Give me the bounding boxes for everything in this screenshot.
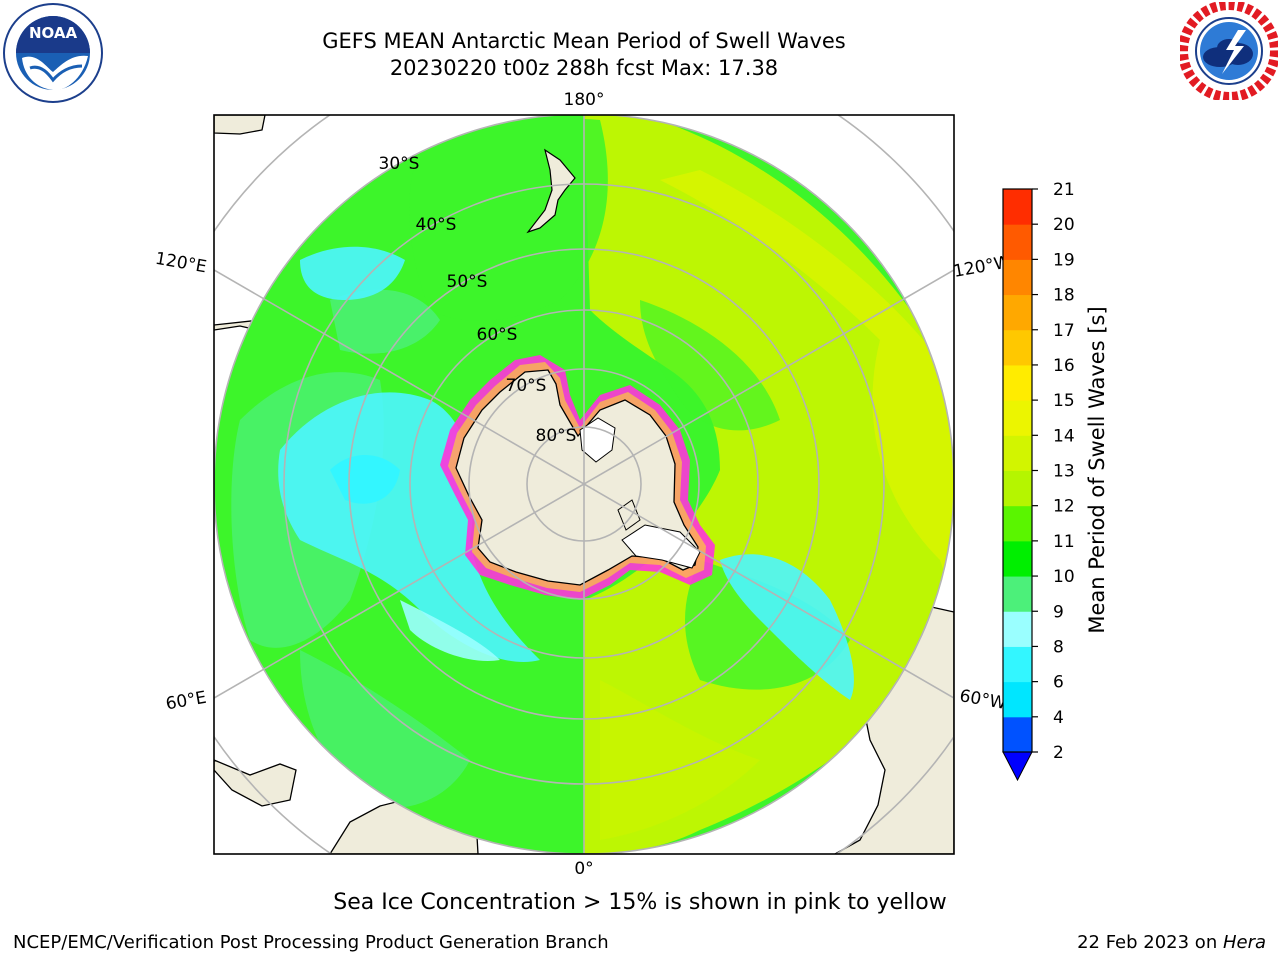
host-name: Hera <box>1222 932 1266 953</box>
colorbar-tick-label: 15 <box>1053 391 1075 411</box>
lat-label-50s: 50°S <box>447 272 488 292</box>
colorbar-segment <box>1003 189 1032 225</box>
colorbar-segment <box>1003 505 1032 542</box>
colorbar-tick-label: 13 <box>1053 462 1075 482</box>
graticule <box>214 115 954 854</box>
lon-label-60w: 60°W <box>958 686 1008 714</box>
colorbar-segment <box>1003 329 1032 366</box>
colorbar-tick-label: 18 <box>1053 286 1075 306</box>
colorbar-tick-label: 12 <box>1053 497 1075 517</box>
colorbar-tick-label: 8 <box>1053 637 1064 657</box>
colorbar-segment <box>1003 611 1032 647</box>
lat-label-70s: 70°S <box>506 376 547 396</box>
lat-label-60s: 60°S <box>477 325 518 345</box>
colorbar-segment <box>1003 470 1032 507</box>
colorbar-segment <box>1003 400 1032 436</box>
sea-ice-note: Sea Ice Concentration > 15% is shown in … <box>333 890 947 915</box>
colorbar-tick-label: 6 <box>1053 673 1064 693</box>
colorbar-segment <box>1003 259 1032 296</box>
colorbar-tick-label: 21 <box>1053 180 1075 200</box>
colorbar-tick-label: 14 <box>1053 426 1075 446</box>
colorbar-segment <box>1003 681 1032 718</box>
nws-logo-icon <box>1180 2 1278 100</box>
colorbar-tick-label: 16 <box>1053 356 1075 376</box>
colorbar-segment <box>1003 540 1032 577</box>
colorbar-tick-label: 9 <box>1053 602 1064 622</box>
new-zealand <box>526 148 576 234</box>
noaa-logo-text: NOAA <box>29 24 78 42</box>
colorbar-tick-label: 17 <box>1053 321 1075 341</box>
colorbar-segment <box>1003 646 1032 683</box>
run-date-prefix: 22 Feb 2023 on <box>1077 932 1223 953</box>
colorbar-segment <box>1003 364 1032 401</box>
colorbar-segment <box>1003 716 1032 753</box>
lat-label-80s: 80°S <box>536 426 577 446</box>
antarctica <box>440 355 715 600</box>
lon-label-60e: 60°E <box>164 688 208 715</box>
colorbar-segment <box>1003 435 1032 471</box>
map-frame <box>213 114 955 855</box>
noaa-logo-icon: NOAA <box>3 3 103 103</box>
colorbar-tick-label: 4 <box>1053 708 1064 728</box>
colorbar: 2 4 6 8 9 10 11 12 13 14 15 16 17 18 19 20 21 <box>1002 180 1075 782</box>
colorbar-extend-arrow <box>1002 751 1033 782</box>
run-date: 22 Feb 2023 on Hera <box>1077 932 1266 953</box>
lon-label-0: 0° <box>574 859 593 879</box>
colorbar-segment <box>1003 224 1032 260</box>
credit-text: NCEP/EMC/Verification Post Processing Pr… <box>13 932 609 953</box>
lat-label-30s: 30°S <box>379 154 420 174</box>
colorbar-tick-label: 19 <box>1053 250 1075 270</box>
colorbar-tick-label: 20 <box>1053 215 1075 235</box>
colorbar-segment <box>1003 294 1032 331</box>
colorbar-segment <box>1003 576 1032 612</box>
lat-label-40s: 40°S <box>416 215 457 235</box>
chart-subtitle: 20230220 t00z 288h fcst Max: 17.38 <box>389 56 779 80</box>
lon-label-120e: 120°E <box>154 249 208 278</box>
chart-title: GEFS MEAN Antarctic Mean Period of Swell… <box>322 29 846 53</box>
colorbar-tick-label: 2 <box>1053 743 1064 763</box>
lon-label-180: 180° <box>564 90 605 110</box>
colorbar-tick-label: 11 <box>1053 532 1075 552</box>
colorbar-tick-label: 10 <box>1053 567 1075 587</box>
